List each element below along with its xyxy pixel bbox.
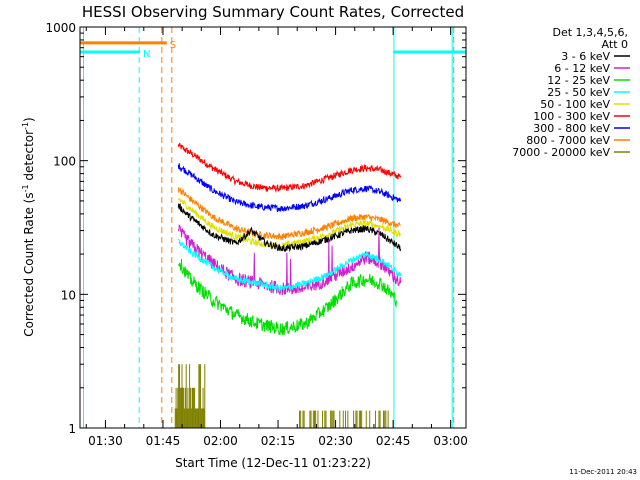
legend-label-8: 7000 - 20000 keV (512, 146, 610, 159)
top-bar-label-0: S (170, 40, 176, 51)
olive-series (174, 364, 389, 428)
series-line-7 (178, 258, 397, 335)
series-group (177, 142, 402, 335)
legend-label-0: 3 - 6 keV (561, 50, 610, 63)
y-label-sup1: -1 (21, 184, 30, 192)
series-line-0 (177, 142, 402, 194)
legend-label-4: 50 - 100 keV (540, 98, 610, 111)
y-tick-label: 1 (68, 422, 76, 436)
series-line-2 (177, 187, 401, 240)
series-line-5 (177, 224, 402, 296)
chart-title: HESSI Observing Summary Count Rates, Cor… (82, 3, 464, 21)
series-line-1 (177, 163, 402, 213)
y-axis-label: Corrected Count Rate (s-1 detector-1) (21, 117, 36, 336)
series-line-3 (177, 197, 402, 251)
x-tick-label: 02:15 (261, 434, 296, 448)
y-label-part1: Corrected Count Rate (s (22, 192, 36, 336)
y-label-part3: ) (22, 117, 36, 122)
series-line-6 (178, 238, 402, 292)
legend-label-2: 12 - 25 keV (547, 74, 610, 87)
top-bar-label-1: N (143, 49, 150, 60)
x-axis-label: Start Time (12-Dec-11 01:23:22) (175, 456, 371, 470)
legend-label-1: 6 - 12 keV (554, 62, 610, 75)
y-label-part2: detector (22, 130, 36, 185)
y-tick-label: 10 (61, 288, 76, 302)
x-tick-label: 03:00 (433, 434, 468, 448)
legend-header-line1: Det 1,3,4,5,6, (552, 26, 628, 39)
legend-label-5: 100 - 300 keV (533, 110, 610, 123)
legend-header-line2: Att 0 (602, 38, 628, 51)
legend-label-6: 300 - 800 keV (533, 122, 610, 135)
series-line-4 (177, 203, 402, 253)
event-lines (83, 27, 455, 428)
y-tick-label: 1000 (45, 21, 76, 35)
timestamp-annotation: 11-Dec-2011 20:43 (569, 468, 637, 476)
top-bars: SN (80, 40, 466, 60)
plot-frame (79, 26, 467, 429)
x-tick-label: 02:45 (376, 434, 411, 448)
x-tick-label: 02:30 (318, 434, 353, 448)
legend-label-3: 25 - 50 keV (547, 86, 610, 99)
legend-label-7: 800 - 7000 keV (526, 134, 610, 147)
y-tick-label: 100 (53, 155, 76, 169)
x-tick-label: 01:45 (146, 434, 181, 448)
x-tick-label: 02:00 (203, 434, 238, 448)
axes: 01:30 01:45 02:00 02:15 02:30 02:45 03:00 1 10 10… (45, 21, 468, 448)
y-label-sup2: -1 (21, 122, 30, 130)
x-tick-label: 01:30 (88, 434, 123, 448)
